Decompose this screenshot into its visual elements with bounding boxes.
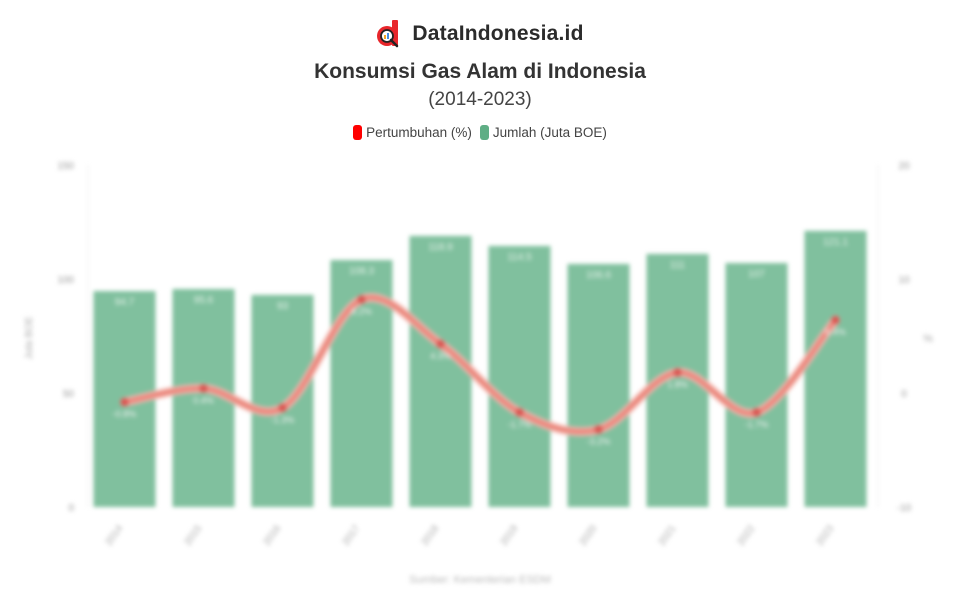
- brand-header: DataIndonesia.id: [0, 20, 960, 48]
- legend-swatch-green: [479, 125, 489, 140]
- growth-point[interactable]: [436, 339, 445, 348]
- left-axis-title: Juta BOE: [24, 316, 35, 359]
- x-tick-label: 2017: [341, 523, 363, 548]
- bar-value-label: 95.6: [194, 295, 214, 306]
- growth-value-label: 1.8%: [667, 379, 688, 389]
- right-axis-title: %: [923, 333, 933, 345]
- growth-value-label: -1.7%: [508, 419, 532, 429]
- growth-point[interactable]: [752, 408, 761, 417]
- left-axis-tick: 100: [57, 275, 74, 286]
- left-axis-tick: 150: [57, 161, 74, 172]
- bar-value-label: 107: [748, 269, 765, 280]
- bar-2019[interactable]: [488, 245, 551, 507]
- right-axis-tick: 20: [898, 161, 910, 172]
- x-tick-label: 2019: [499, 523, 521, 548]
- growth-value-label: 8.2%: [351, 307, 372, 317]
- x-tick-label: 2015: [183, 523, 205, 548]
- bar-value-label: 93: [277, 301, 289, 312]
- x-tick-label: 2020: [578, 523, 600, 548]
- legend-swatch-red: [353, 125, 363, 140]
- magnifier-d-logo-icon: [376, 20, 402, 48]
- right-axis-tick: 0: [901, 389, 907, 400]
- chart-legend: Pertumbuhan (%) Jumlah (Juta BOE): [0, 125, 960, 140]
- growth-point[interactable]: [594, 425, 603, 434]
- growth-point[interactable]: [515, 408, 524, 417]
- bar-value-label: 106.6: [586, 270, 611, 281]
- growth-point[interactable]: [278, 403, 287, 412]
- growth-point[interactable]: [120, 398, 129, 407]
- x-tick-label: 2022: [736, 523, 758, 548]
- bar-2020[interactable]: [567, 263, 630, 507]
- growth-value-label: 6.4%: [825, 327, 846, 337]
- growth-point[interactable]: [673, 368, 682, 377]
- growth-value-label: -0.8%: [113, 409, 137, 419]
- left-axis-tick: 0: [68, 503, 74, 514]
- bar-2018[interactable]: [409, 235, 472, 507]
- left-axis-tick: 50: [63, 389, 75, 400]
- growth-point[interactable]: [831, 316, 840, 325]
- x-tick-label: 2016: [262, 523, 284, 548]
- right-axis-tick: -10: [897, 503, 912, 514]
- bar-value-label: 118.9: [428, 242, 453, 253]
- growth-value-label: 0.4%: [193, 395, 214, 405]
- legend-label: Jumlah (Juta BOE): [492, 125, 607, 140]
- growth-point[interactable]: [199, 384, 208, 393]
- x-tick-label: 2018: [420, 523, 442, 548]
- legend-item-jumlah[interactable]: Jumlah (Juta BOE): [479, 125, 607, 140]
- bar-value-label: 108.3: [349, 266, 374, 277]
- right-axis-tick: 10: [898, 275, 910, 286]
- x-tick-label: 2023: [815, 523, 837, 548]
- growth-value-label: 4.3%: [430, 351, 451, 361]
- legend-item-pertumbuhan[interactable]: Pertumbuhan (%): [353, 125, 472, 140]
- growth-value-label: -3.2%: [587, 436, 611, 446]
- bar-2023[interactable]: [804, 230, 867, 507]
- bar-value-label: 111: [670, 260, 686, 271]
- brand-name: DataIndonesia.id: [412, 22, 584, 45]
- growth-value-label: -1.7%: [745, 419, 769, 429]
- bar-value-label: 94.7: [115, 297, 135, 308]
- x-tick-label: 2021: [657, 523, 679, 548]
- bar-value-label: 121.1: [823, 237, 848, 248]
- bar-2022[interactable]: [725, 263, 788, 507]
- source-label: Sumber: Kementerian ESDM: [409, 574, 551, 586]
- x-tick-label: 2014: [104, 523, 126, 548]
- chart-subtitle: (2014-2023): [428, 89, 532, 110]
- chart-title: Konsumsi Gas Alam di Indonesia: [314, 60, 646, 83]
- bar-2016[interactable]: [251, 294, 314, 507]
- legend-label: Pertumbuhan (%): [366, 125, 472, 140]
- growth-point[interactable]: [357, 295, 366, 304]
- bar-value-label: 114.5: [507, 252, 532, 263]
- growth-value-label: -1.3%: [271, 415, 295, 425]
- growth-line[interactable]: [124, 296, 837, 434]
